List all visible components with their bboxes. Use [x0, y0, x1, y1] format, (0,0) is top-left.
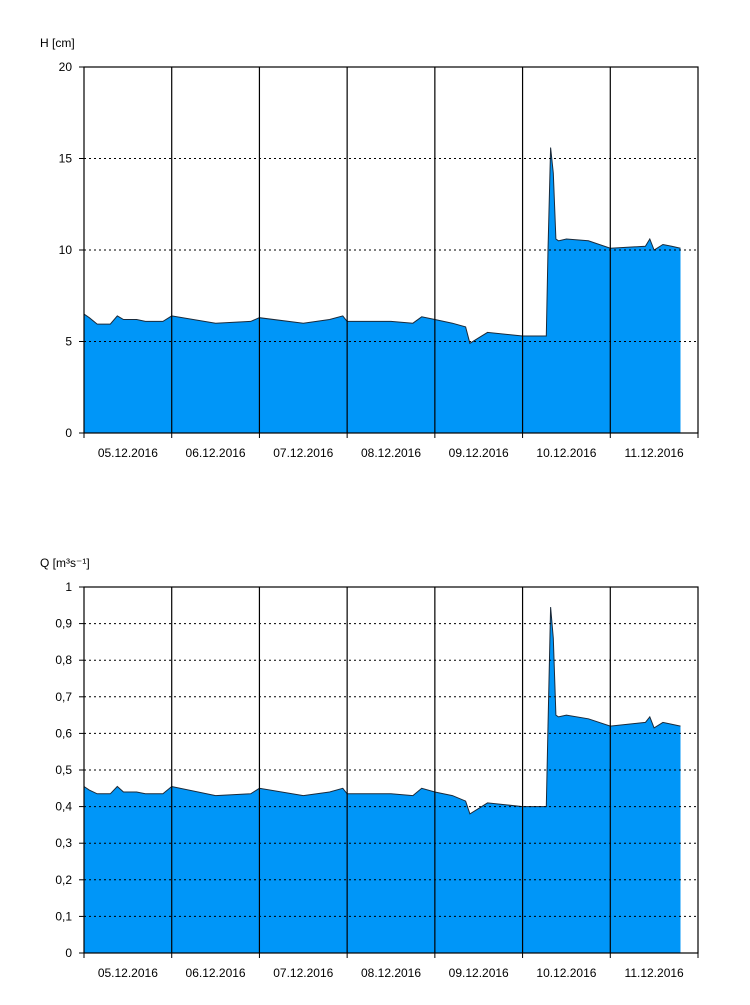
discharge-x-tick-label: 10.12.2016 — [536, 966, 596, 980]
level-x-tick-label: 08.12.2016 — [361, 446, 421, 460]
discharge-x-tick-label: 06.12.2016 — [186, 966, 246, 980]
discharge-y-axis-label: Q [m³s⁻¹] — [40, 556, 90, 570]
discharge-area-fill — [84, 607, 681, 953]
discharge-plot-frame — [83, 586, 699, 954]
level-area-fill — [84, 147, 681, 433]
water-level-chart: H [cm] 0 5 10 15 20 05.12.2016 06.12.2016 07.12.… — [0, 0, 750, 480]
discharge-x-tick-label: 11.12.2016 — [625, 966, 684, 980]
level-y-tick-label: 20 — [59, 60, 73, 74]
level-series-line — [83, 147, 681, 345]
discharge-y-tick-label: 0,2 — [55, 873, 72, 887]
discharge-y-tick-label: 0,7 — [55, 690, 72, 704]
level-plot-frame — [83, 66, 699, 434]
water-level-chart-svg: H [cm] 0 5 10 15 20 05.12.2016 06.12.2016 07.12.… — [40, 36, 699, 460]
discharge-x-tick-label: 09.12.2016 — [449, 966, 509, 980]
discharge-chart-svg: Q [m³s⁻¹] 0 0,1 0,2 0,3 0,4 0,5 0,6 0,7 0,8 0,9 1 05… — [40, 556, 699, 980]
level-y-tick-label: 5 — [65, 335, 72, 349]
level-y-tick-label: 15 — [59, 152, 73, 166]
discharge-y-tick-label: 0 — [65, 946, 72, 960]
level-x-tick-label: 11.12.2016 — [625, 446, 684, 460]
level-x-tick-label: 05.12.2016 — [98, 446, 158, 460]
discharge-y-tick-label: 0,8 — [55, 653, 72, 667]
level-x-tick-label: 06.12.2016 — [186, 446, 246, 460]
discharge-x-tick-label: 08.12.2016 — [361, 966, 421, 980]
discharge-y-tick-label: 1 — [65, 580, 72, 594]
discharge-series-line — [83, 607, 681, 815]
discharge-y-tick-label: 0,3 — [55, 836, 72, 850]
discharge-x-tick-label: 07.12.2016 — [273, 966, 333, 980]
level-x-tick-label: 07.12.2016 — [273, 446, 333, 460]
discharge-y-tick-label: 0,9 — [55, 617, 72, 631]
discharge-y-tick-label: 0,4 — [55, 800, 72, 814]
discharge-y-tick-label: 0,5 — [55, 763, 72, 777]
level-y-tick-label: 0 — [65, 426, 72, 440]
discharge-y-tick-label: 0,1 — [55, 909, 72, 923]
discharge-chart: Q [m³s⁻¹] 0 0,1 0,2 0,3 0,4 0,5 0,6 0,7 0,8 0,9 1 05… — [0, 520, 750, 1000]
level-x-tick-label: 09.12.2016 — [449, 446, 509, 460]
level-y-axis-label: H [cm] — [40, 36, 75, 50]
discharge-y-tick-label: 0,6 — [55, 726, 72, 740]
level-x-tick-label: 10.12.2016 — [536, 446, 596, 460]
discharge-x-tick-label: 05.12.2016 — [98, 966, 158, 980]
level-y-tick-label: 10 — [59, 243, 73, 257]
